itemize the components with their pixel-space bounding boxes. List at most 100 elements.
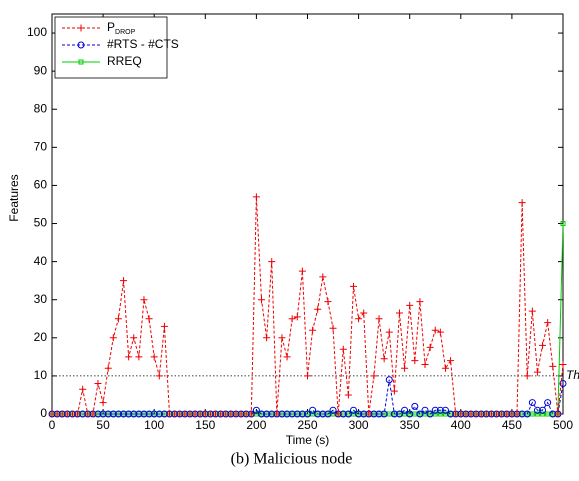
y-tick-label: 30 (34, 292, 48, 306)
marker (380, 355, 388, 363)
marker (355, 315, 363, 323)
marker (247, 410, 255, 418)
marker (533, 368, 541, 376)
marker (523, 372, 531, 380)
marker (135, 353, 143, 361)
marker (304, 372, 311, 380)
marker (426, 410, 434, 418)
marker (304, 410, 311, 418)
marker (355, 410, 363, 418)
marker (375, 315, 383, 323)
marker (268, 258, 276, 266)
marker (513, 410, 521, 418)
series-line (52, 196, 564, 415)
marker (99, 399, 107, 407)
legend-label: #RTS - #CTS (107, 37, 179, 51)
marker (150, 410, 158, 418)
marker (140, 410, 148, 418)
marker (441, 406, 449, 414)
marker (77, 41, 85, 49)
marker (150, 353, 158, 361)
marker (380, 410, 388, 418)
x-tick-label: 400 (451, 418, 471, 432)
marker (77, 24, 85, 32)
marker (385, 376, 393, 384)
marker (314, 305, 322, 313)
marker (365, 410, 373, 418)
marker (104, 364, 112, 372)
marker (160, 322, 168, 330)
marker (293, 410, 301, 418)
legend-subscript: DROP (115, 29, 136, 36)
marker (401, 406, 409, 414)
marker (417, 411, 423, 417)
marker (395, 309, 403, 317)
legend-label: RREQ (107, 54, 142, 68)
threshold-label: Threshold (566, 368, 579, 382)
marker (540, 411, 546, 417)
marker (427, 411, 433, 417)
marker (252, 193, 260, 201)
marker (140, 296, 148, 304)
marker (385, 328, 393, 336)
marker (263, 410, 271, 418)
marker (258, 296, 266, 304)
marker (344, 410, 352, 418)
marker (533, 406, 541, 414)
marker (324, 298, 332, 306)
marker (390, 410, 398, 418)
marker (349, 406, 357, 414)
marker (293, 313, 301, 321)
marker (349, 282, 357, 290)
x-tick-label: 0 (49, 418, 56, 432)
marker (329, 324, 337, 332)
marker (407, 411, 413, 417)
marker (314, 410, 322, 418)
marker (416, 410, 424, 418)
marker (390, 387, 398, 395)
legend-label: PDROP (107, 20, 136, 36)
marker (344, 391, 352, 399)
x-tick-label: 500 (553, 418, 573, 432)
legend-name: P (107, 20, 115, 34)
marker (421, 360, 429, 368)
marker (375, 410, 383, 418)
marker (431, 326, 439, 334)
marker (431, 406, 439, 414)
marker (334, 410, 342, 418)
marker (426, 343, 434, 351)
marker (559, 380, 567, 388)
marker (309, 406, 317, 414)
marker (319, 410, 327, 418)
x-axis-label: Time (s) (286, 433, 330, 447)
marker (360, 309, 368, 317)
marker (298, 410, 306, 418)
marker (283, 353, 291, 361)
marker (145, 315, 153, 323)
marker (125, 410, 133, 418)
marker (135, 410, 143, 418)
legend-name: #RTS - #CTS (107, 37, 179, 51)
marker (114, 315, 122, 323)
marker (130, 334, 138, 342)
y-tick-label: 0 (40, 406, 47, 420)
marker (436, 406, 444, 414)
marker (539, 341, 547, 349)
marker (120, 277, 128, 285)
marker (370, 372, 378, 380)
marker (120, 410, 128, 418)
y-tick-label: 90 (34, 63, 48, 77)
y-tick-label: 50 (34, 216, 48, 230)
marker (252, 406, 260, 414)
y-tick-label: 10 (34, 368, 48, 382)
legend-name: RREQ (107, 54, 142, 68)
marker (447, 357, 455, 365)
x-tick-label: 350 (400, 418, 420, 432)
marker (99, 410, 107, 418)
x-tick-label: 50 (96, 418, 110, 432)
y-tick-label: 70 (34, 140, 48, 154)
marker (554, 410, 562, 418)
marker (89, 410, 97, 418)
marker (298, 267, 306, 275)
